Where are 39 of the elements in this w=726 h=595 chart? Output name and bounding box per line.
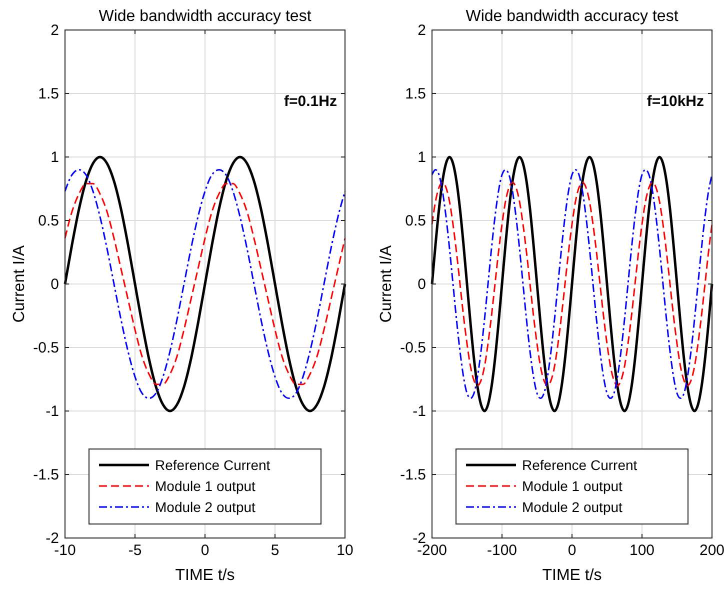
legend-label: Module 2 output (522, 499, 623, 515)
y-tick-label: 2 (418, 22, 426, 39)
x-tick-label: 200 (699, 542, 725, 559)
annotation: f=10kHz (646, 93, 704, 110)
y-tick-label: 0.5 (405, 212, 426, 230)
y-tick-label: 0 (50, 276, 59, 293)
chart-title: Wide bandwidth accuracy test (466, 8, 679, 25)
annotation: f=0.1Hz (284, 93, 337, 110)
x-tick-label: 5 (270, 542, 280, 559)
legend-label: Reference Current (522, 457, 638, 473)
y-axis-title: Current I/A (378, 244, 395, 323)
x-axis-title: TIME t/s (175, 567, 235, 584)
y-tick-label: 1 (418, 149, 426, 166)
y-tick-label: -1.5 (400, 466, 426, 484)
y-tick-label: 0 (418, 276, 426, 293)
y-tick-label: 1.5 (405, 86, 426, 102)
legend-label: Module 2 output (155, 499, 256, 515)
x-tick-label: 100 (629, 542, 655, 559)
y-tick-label: -0.5 (400, 340, 426, 356)
x-tick-label: -200 (416, 542, 448, 559)
y-tick-label: 2 (50, 22, 59, 39)
y-tick-label: -1.5 (33, 466, 59, 484)
chart-title: Wide bandwidth accuracy test (98, 8, 312, 25)
x-tick-label: -100 (486, 542, 518, 559)
x-tick-label: 10 (336, 542, 354, 559)
x-tick-label: 0 (200, 542, 210, 559)
legend-label: Module 1 output (522, 478, 623, 494)
y-axis-title: Current I/A (11, 244, 28, 323)
y-tick-label: -0.5 (33, 340, 59, 356)
x-tick-label: -5 (128, 542, 142, 559)
legend-label: Reference Current (155, 457, 270, 473)
x-axis-title: TIME t/s (542, 567, 602, 584)
legend-label: Module 1 output (155, 478, 256, 494)
y-tick-label: 0.5 (38, 212, 59, 230)
y-tick-label: -1 (412, 403, 426, 420)
y-tick-label: 1.5 (38, 86, 59, 102)
y-tick-label: -1 (46, 403, 59, 420)
y-tick-label: 1 (50, 149, 59, 166)
x-tick-label: 0 (568, 542, 576, 559)
